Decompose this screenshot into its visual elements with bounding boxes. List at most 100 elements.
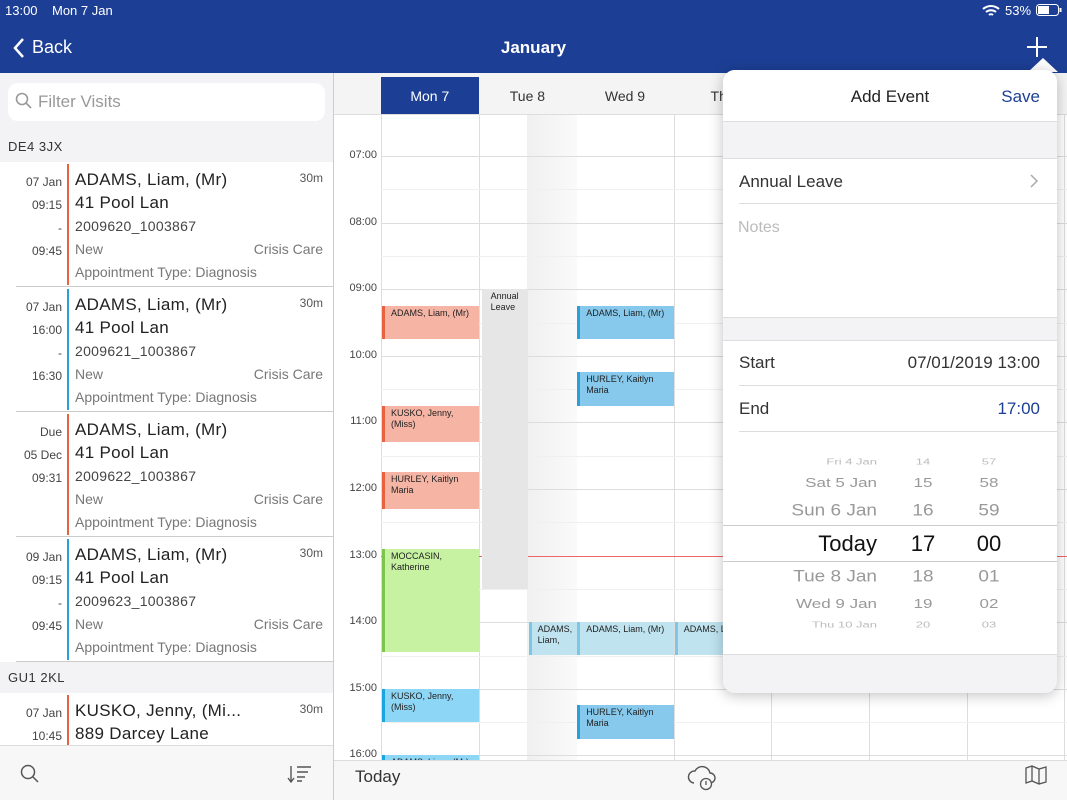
popover-header	[723, 70, 1057, 122]
calendar-event[interactable]: ADAMS, Liam, (Mr)	[577, 305, 674, 340]
visit-row[interactable]: 09 Jan 09:15 - 09:45 30m ADAMS, Liam, (Mr) 41 …	[0, 537, 333, 662]
leave-shade	[526, 115, 577, 760]
address: 41 Pool Lan	[75, 318, 170, 337]
time-label: 15:00	[349, 681, 377, 694]
map-icon[interactable]	[1024, 764, 1048, 786]
date: Mon 7 Jan	[52, 3, 113, 18]
visit-status: New	[75, 366, 104, 382]
picker-item[interactable]: Tue 8 Jan	[793, 566, 877, 586]
picker-item[interactable]: Wed 9 Jan	[796, 595, 877, 611]
end-value[interactable]: 17:00	[997, 399, 1040, 418]
picker-item[interactable]: 17	[910, 531, 936, 556]
day-tab[interactable]: Wed 9	[576, 77, 674, 114]
picker-item[interactable]: 58	[979, 474, 999, 490]
picker-item[interactable]: 18	[912, 566, 934, 586]
back-button[interactable]: Back	[32, 37, 73, 57]
visit-time: 16:00	[31, 323, 62, 337]
column-line	[673, 115, 675, 760]
day-tab[interactable]: Tue 8	[479, 77, 577, 114]
calendar-event[interactable]: HURLEY, Kaitlyn Maria	[577, 705, 674, 739]
picker-item[interactable]: 01	[978, 566, 1000, 586]
top-bar: 13:00 Mon 7 Jan 53% Back January	[0, 0, 1067, 73]
calendar-event[interactable]: Annual Leave	[481, 289, 528, 589]
start-label: Start	[739, 353, 775, 372]
appointment-type: Appointment Type: Diagnosis	[75, 264, 257, 280]
row-separator	[16, 286, 333, 287]
row-separator	[739, 431, 1057, 432]
date-time-picker[interactable]: Fri 4 Jan Sat 5 Jan Sun 6 Jan Today Tue 8 Ja…	[723, 432, 1057, 655]
notes-field[interactable]: Notes	[738, 219, 780, 236]
event-type[interactable]: Annual Leave	[739, 172, 843, 191]
calendar-event[interactable]: KUSKO, Jenny, (Miss)	[382, 405, 479, 443]
picker-item[interactable]: Today	[818, 531, 877, 556]
duration: 30m	[299, 702, 323, 716]
picker-item[interactable]: 20	[915, 619, 931, 629]
picker-item[interactable]: 02	[979, 595, 999, 611]
time-section	[723, 340, 1057, 655]
picker-item[interactable]: Sun 6 Jan	[791, 500, 877, 520]
sync-icon[interactable]	[686, 763, 720, 793]
visit-row[interactable]: 07 Jan 16:00 - 16:30 30m ADAMS, Liam, (Mr) 41 …	[0, 287, 333, 412]
back-chevron[interactable]	[12, 37, 26, 59]
disclosure-chevron	[1030, 174, 1039, 188]
search-placeholder: Filter Visits	[38, 92, 121, 111]
time-label: 11:00	[350, 415, 377, 428]
visit-status: New	[75, 616, 104, 632]
picker-item[interactable]: 59	[978, 500, 1000, 520]
calendar-toolbar: Today	[334, 760, 1067, 800]
visit-row[interactable]: Due 05 Dec 09:31 ADAMS, Liam, (Mr) 41 Pool L…	[0, 412, 333, 537]
search-tool[interactable]	[20, 764, 40, 784]
calendar-event[interactable]: ADAMS, Liam, (Mr)	[382, 305, 479, 340]
hour-line	[381, 688, 1067, 690]
row-separator	[16, 411, 333, 412]
calendar-event[interactable]: HURLEY, Kaitlyn Maria	[382, 472, 479, 509]
list-toolbar	[0, 745, 333, 800]
calendar-event[interactable]: MOCCASIN, Katherine	[382, 548, 479, 653]
row-separator	[739, 203, 1057, 204]
battery-level: 53%	[1005, 3, 1032, 18]
visit-time: 09:45	[31, 619, 62, 633]
visit-time: 09:45	[31, 244, 62, 258]
type-notes-section	[723, 158, 1057, 318]
add-event-popover: Add Event Save Annual Leave Notes Start …	[723, 70, 1057, 693]
calendar-event[interactable]: KUSKO, Jenny, (Miss)	[382, 688, 479, 723]
start-value[interactable]: 07/01/2019 13:00	[907, 353, 1040, 372]
time-label: 16:00	[349, 748, 377, 761]
time-label: 13:00	[349, 548, 377, 561]
picker-item[interactable]: Thu 10 Jan	[811, 619, 877, 629]
visit-row[interactable]: 07 Jan 10:45 30m KUSKO, Jenny, (Mi... 889 Da…	[0, 693, 333, 745]
status-bar	[67, 539, 69, 660]
calendar-event[interactable]: ADAMS, Liam,	[528, 622, 577, 656]
picker-item[interactable]: 14	[915, 456, 931, 466]
visit-row[interactable]: 07 Jan 09:15 - 09:45 30m ADAMS, Liam, (Mr) 41 …	[0, 162, 333, 287]
address: 889 Darcey Lane	[75, 724, 209, 743]
visit-status: New	[75, 491, 104, 507]
group-header: DE4 3JX	[0, 131, 333, 162]
day-tab[interactable]: Mon 7	[381, 77, 479, 114]
today-button[interactable]: Today	[355, 767, 401, 786]
picker-item[interactable]: 57	[981, 456, 997, 466]
picker-item[interactable]: 00	[976, 531, 1002, 556]
status-bar	[67, 414, 69, 535]
picker-item[interactable]: Sat 5 Jan	[805, 474, 877, 490]
add-button[interactable]	[1026, 36, 1048, 58]
picker-item[interactable]: 19	[913, 595, 933, 611]
time-label: 14:00	[349, 615, 377, 628]
service: Crisis Care	[253, 241, 323, 257]
calendar-event[interactable]: HURLEY, Kaitlyn Maria	[577, 372, 674, 406]
column-line	[381, 115, 382, 760]
picker-item[interactable]: 03	[981, 619, 997, 629]
row-separator	[16, 661, 333, 662]
half-hour-line	[381, 722, 1067, 724]
picker-item[interactable]: 16	[912, 500, 934, 520]
picker-item[interactable]: Fri 4 Jan	[826, 456, 877, 466]
sort-tool[interactable]	[287, 764, 313, 784]
calendar-event[interactable]: ADAMS, Liam, (Mr)	[577, 622, 674, 656]
column-line	[478, 115, 480, 760]
search-field[interactable]	[8, 83, 325, 121]
picker-item[interactable]: 15	[913, 474, 933, 490]
row-separator	[16, 536, 333, 537]
search-area: Filter Visits	[0, 73, 333, 131]
save-button[interactable]: Save	[1001, 87, 1040, 106]
address: 41 Pool Lan	[75, 193, 170, 212]
